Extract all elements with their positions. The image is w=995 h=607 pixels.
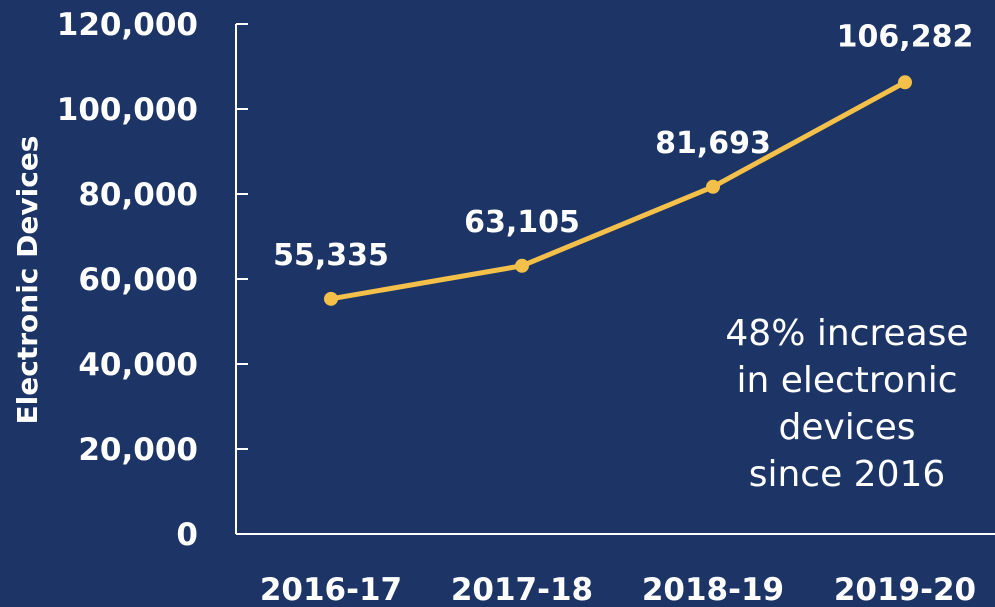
data-label: 81,693: [655, 126, 771, 161]
annotation-line: 48% increase: [725, 313, 968, 354]
data-label: 55,335: [273, 238, 389, 273]
y-tick-label: 120,000: [57, 7, 198, 43]
series-line: [328, 79, 908, 302]
data-labels: 55,335 63,105 81,693 106,282: [273, 19, 973, 273]
y-tick-label: 40,000: [78, 347, 198, 383]
y-axis-title: Electronic Devices: [11, 136, 44, 425]
data-label: 106,282: [837, 19, 974, 54]
x-tick-label: 2018-19: [642, 572, 784, 607]
data-point: [515, 258, 529, 273]
y-tick-label: 60,000: [78, 262, 198, 298]
x-tick-label: 2019-20: [834, 572, 976, 607]
annotation-line: in electronic: [736, 360, 957, 401]
annotation-text: 48% increase in electronic devices since 20…: [725, 313, 968, 495]
data-point: [706, 179, 720, 194]
x-tick-label: 2017-18: [451, 572, 593, 607]
data-label: 63,105: [464, 205, 580, 240]
y-tick-label: 20,000: [78, 432, 198, 468]
y-tick-label: 0: [176, 517, 198, 553]
data-point: [324, 291, 338, 306]
y-axis-ticks: 0 20,000 40,000 60,000 80,000 100,000 120,000: [57, 7, 248, 553]
annotation-line: devices: [778, 407, 915, 448]
x-axis-ticks: 2016-17 2017-18 2018-19 2019-20: [260, 572, 976, 607]
data-point: [898, 75, 912, 90]
y-tick-label: 100,000: [57, 92, 198, 128]
series-group: [324, 75, 912, 306]
y-tick-label: 80,000: [78, 177, 198, 213]
x-tick-label: 2016-17: [260, 572, 402, 607]
annotation-line: since 2016: [749, 454, 946, 495]
